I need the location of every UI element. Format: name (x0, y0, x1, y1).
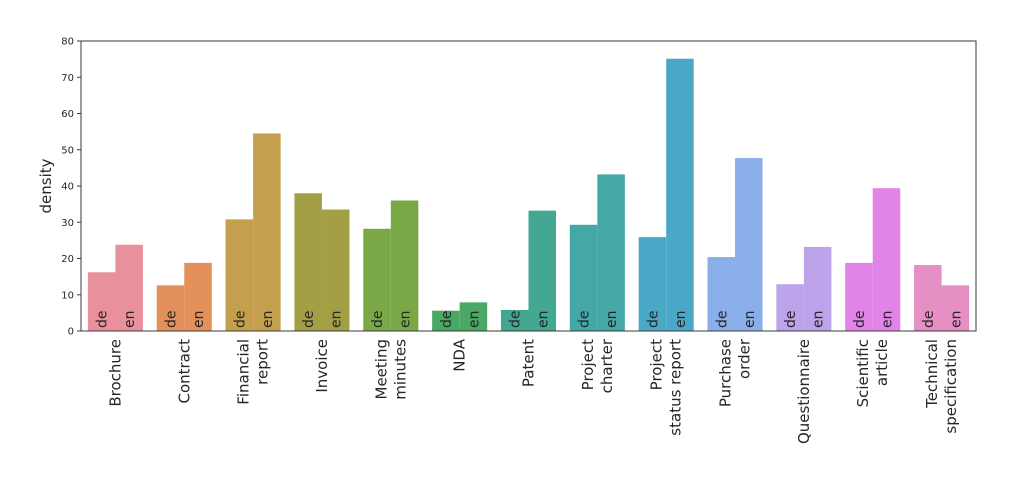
y-tick-label: 80 (61, 37, 74, 48)
bar-language-label: de (370, 311, 386, 329)
bar (666, 58, 694, 331)
bar-language-label: de (508, 311, 524, 329)
x-tick-label: NDA (451, 338, 469, 372)
bar (115, 244, 143, 331)
bar (363, 228, 391, 331)
bar (735, 158, 763, 331)
y-tick-label: 40 (61, 182, 74, 193)
bar (707, 257, 736, 331)
x-tick-label: Brochure (106, 339, 124, 407)
bar-language-label: de (645, 311, 661, 329)
x-tick-label: Technical (923, 339, 941, 409)
x-tick-label: report (254, 339, 272, 385)
bar (294, 193, 322, 331)
bar (776, 284, 804, 331)
y-axis-label: density (37, 158, 55, 213)
x-tick-label: Patent (520, 339, 538, 387)
x-tick-label: Scientific (854, 339, 872, 407)
bar (253, 133, 281, 331)
bar (156, 285, 185, 331)
bar (914, 265, 942, 331)
x-tick-label: Project (648, 339, 666, 390)
x-tick-label: specification (942, 339, 960, 434)
x-tick-label: order (736, 338, 754, 379)
bar (803, 246, 832, 331)
bar-language-label: de (164, 311, 180, 329)
bar-language-label: en (811, 311, 827, 329)
x-tick-label: Questionnaire (795, 339, 813, 444)
bar-language-label: de (783, 311, 799, 329)
bar (597, 174, 625, 331)
y-tick-label: 50 (61, 145, 74, 156)
bar (845, 262, 873, 331)
x-tick-label: Invoice (313, 339, 331, 393)
bar-language-label: de (921, 311, 937, 329)
y-tick-label: 10 (61, 290, 74, 301)
bar-language-label: en (535, 311, 551, 329)
x-tick-label: Contract (175, 339, 193, 404)
bar (528, 210, 557, 331)
y-tick-label: 70 (61, 73, 74, 84)
bar-language-label: en (260, 311, 276, 329)
bar-language-label: de (714, 311, 730, 329)
y-tick-label: 60 (61, 109, 74, 120)
x-tick-label: article (873, 339, 891, 386)
bar-language-label: en (191, 311, 207, 329)
x-tick-label: Purchase (717, 339, 735, 407)
x-tick-label: status report (667, 339, 685, 436)
x-tick-label: Meeting (372, 339, 390, 399)
bar-language-label: de (577, 311, 593, 329)
bar-language-label: en (742, 311, 758, 329)
y-tick-label: 20 (61, 254, 74, 265)
y-tick-label: 30 (61, 218, 74, 229)
bar-language-label: en (329, 311, 345, 329)
bar-language-label: en (673, 311, 689, 329)
bar-language-label: en (398, 311, 414, 329)
bar-language-label: en (122, 311, 138, 329)
bar-language-label: de (95, 311, 111, 329)
bar (941, 285, 970, 331)
bar (184, 262, 212, 331)
bar (225, 219, 254, 331)
x-tick-label: charter (598, 338, 616, 393)
bar-language-label: de (301, 311, 317, 329)
x-tick-label: Project (579, 339, 597, 390)
bar (872, 188, 901, 331)
bar-language-label: de (852, 311, 868, 329)
bar (500, 309, 529, 331)
x-tick-label: minutes (391, 339, 409, 400)
x-tick-label: Financial (235, 339, 253, 405)
y-axis: 0 10 20 30 40 50 60 70 80 (61, 37, 81, 338)
bar (432, 310, 460, 331)
bar (569, 224, 598, 331)
x-axis-categories: Brochure Contract Financial report Invoice Me… (106, 338, 960, 444)
bar-language-label: en (880, 311, 896, 329)
bar-language-label: de (439, 311, 455, 329)
bar-language-label: en (466, 311, 482, 329)
bar-language-label: de (232, 311, 248, 329)
bars-layer (87, 58, 970, 331)
bar (459, 302, 488, 331)
bar-language-label: en (948, 311, 964, 329)
bar-language-label: en (604, 311, 620, 329)
bar (638, 237, 667, 331)
bar (321, 209, 350, 331)
bar (87, 272, 116, 331)
bar (390, 200, 419, 331)
bar-language-labels: de en de en de en de en de en de en de en de en de en de en… (95, 311, 965, 329)
y-tick-label: 0 (68, 327, 74, 338)
